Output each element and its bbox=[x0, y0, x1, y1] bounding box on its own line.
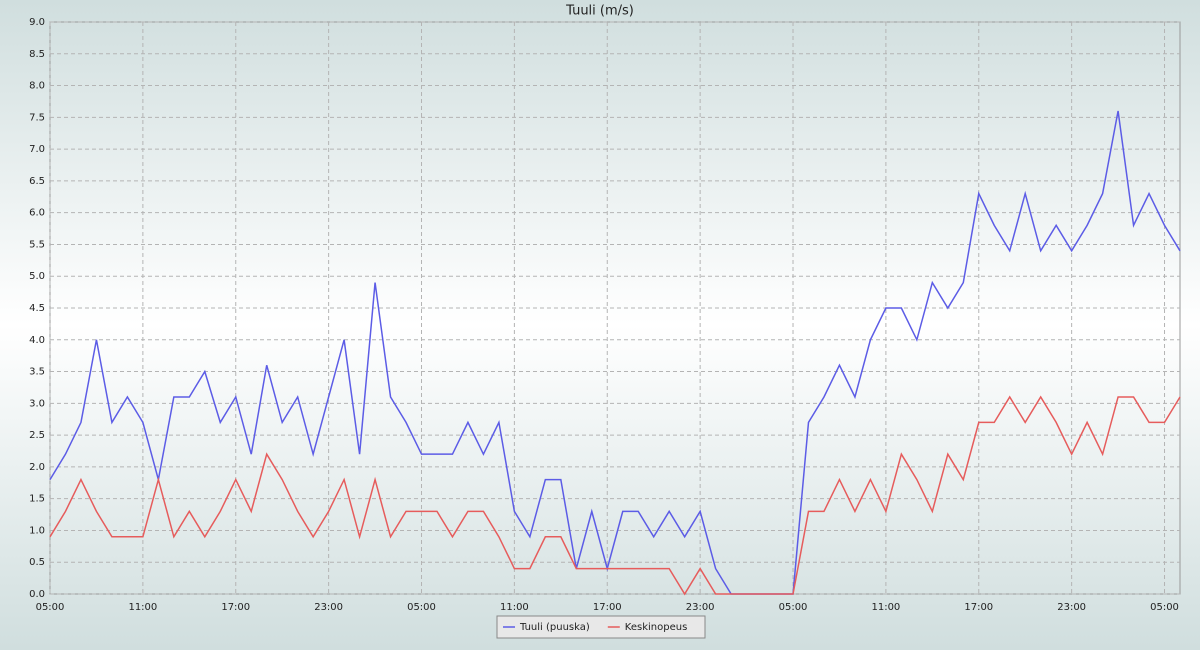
chart-title: Tuuli (m/s) bbox=[565, 4, 634, 19]
y-tick-label: 6.0 bbox=[29, 208, 45, 219]
y-tick-label: 3.5 bbox=[29, 367, 45, 378]
legend-label: Keskinopeus bbox=[625, 622, 688, 633]
y-tick-label: 2.5 bbox=[29, 430, 45, 441]
y-tick-label: 1.0 bbox=[29, 525, 45, 536]
x-tick-label: 23:00 bbox=[1057, 602, 1086, 613]
x-tick-label: 11:00 bbox=[128, 602, 157, 613]
x-tick-label: 11:00 bbox=[871, 602, 900, 613]
y-tick-label: 7.5 bbox=[29, 112, 45, 123]
legend-box bbox=[496, 615, 706, 639]
data-line bbox=[49, 395, 1181, 596]
y-tick-label: 9.0 bbox=[29, 17, 45, 28]
x-tick-label: 11:00 bbox=[500, 602, 529, 613]
data-line bbox=[49, 110, 1181, 595]
x-tick-label: 05:00 bbox=[1150, 602, 1179, 613]
x-tick-label: 23:00 bbox=[314, 602, 343, 613]
x-tick-label: 17:00 bbox=[221, 602, 250, 613]
y-tick-label: 1.5 bbox=[29, 494, 45, 505]
legend-label: Tuuli (puuska) bbox=[519, 622, 590, 633]
y-tick-label: 5.5 bbox=[29, 239, 45, 250]
y-tick-label: 8.5 bbox=[29, 49, 45, 60]
x-tick-label: 05:00 bbox=[407, 602, 436, 613]
y-tick-label: 0.5 bbox=[29, 557, 45, 568]
x-tick-label: 17:00 bbox=[593, 602, 622, 613]
y-tick-label: 8.0 bbox=[29, 81, 45, 92]
y-tick-label: 0.0 bbox=[29, 589, 45, 600]
y-tick-label: 2.0 bbox=[29, 462, 45, 473]
x-tick-label: 23:00 bbox=[686, 602, 715, 613]
y-tick-label: 5.0 bbox=[29, 271, 45, 282]
x-tick-label: 17:00 bbox=[964, 602, 993, 613]
y-tick-label: 6.5 bbox=[29, 176, 45, 187]
legend: Tuuli (puuska) Keskinopeus bbox=[496, 615, 706, 639]
y-tick-label: 7.0 bbox=[29, 144, 45, 155]
y-tick-label: 4.0 bbox=[29, 335, 45, 346]
x-tick-label: 05:00 bbox=[36, 602, 65, 613]
y-tick-label: 3.0 bbox=[29, 398, 45, 409]
y-tick-label: 4.5 bbox=[29, 303, 45, 314]
x-tick-label: 05:00 bbox=[779, 602, 808, 613]
